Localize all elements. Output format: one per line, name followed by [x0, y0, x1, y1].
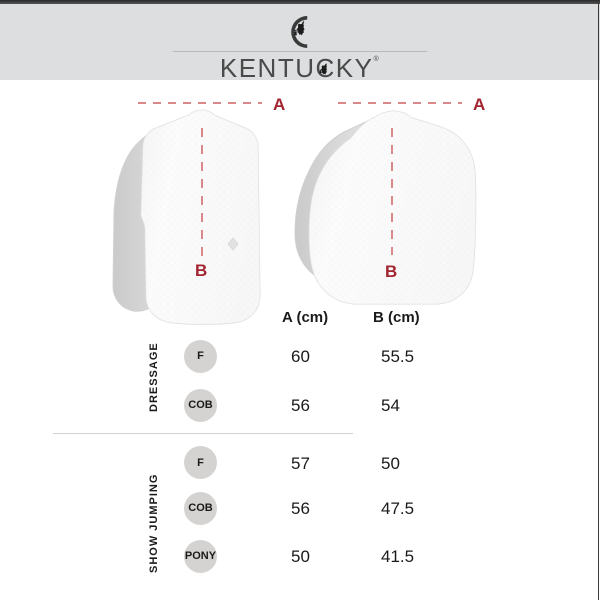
svg-text:A: A [273, 95, 285, 114]
svg-text:B: B [195, 261, 207, 280]
svg-text:A: A [473, 95, 485, 114]
svg-text:B: B [385, 262, 397, 281]
